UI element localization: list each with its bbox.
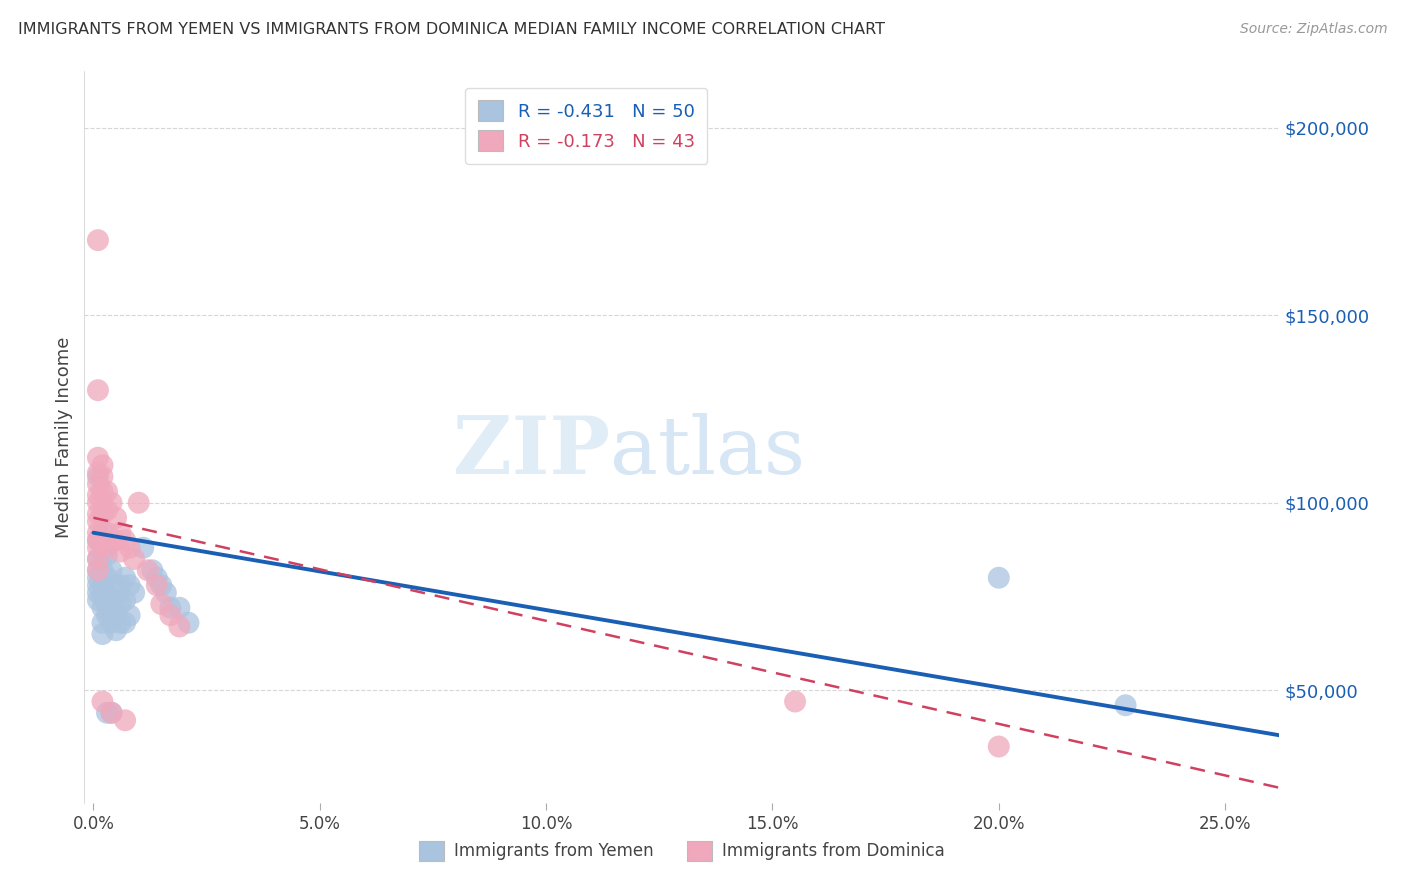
Point [87, 469, 110, 483]
Point [110, 544, 132, 558]
Point [91, 496, 114, 510]
Point [91, 484, 114, 499]
Point [105, 624, 128, 638]
Point [87, 552, 110, 566]
Text: Source: ZipAtlas.com: Source: ZipAtlas.com [1240, 22, 1388, 37]
Point [132, 541, 155, 555]
Point [100, 615, 122, 630]
Point [114, 571, 136, 585]
Point [87, 586, 110, 600]
Point [146, 578, 169, 592]
Point [1115, 698, 1137, 713]
Point [91, 533, 114, 548]
Point [987, 571, 1010, 585]
Point [177, 615, 200, 630]
Point [91, 458, 114, 473]
Point [150, 597, 173, 611]
Point [114, 615, 136, 630]
Point [87, 233, 110, 247]
Point [87, 450, 110, 465]
Text: atlas: atlas [610, 413, 806, 491]
Point [96, 706, 118, 720]
Point [105, 578, 128, 592]
Point [87, 593, 110, 607]
Text: ZIP: ZIP [453, 413, 610, 491]
Point [141, 563, 163, 577]
Point [91, 590, 114, 604]
Point [91, 694, 114, 708]
Point [110, 578, 132, 592]
Point [87, 507, 110, 521]
Point [783, 694, 806, 708]
Point [91, 627, 114, 641]
Point [96, 586, 118, 600]
Text: IMMIGRANTS FROM YEMEN VS IMMIGRANTS FROM DOMINICA MEDIAN FAMILY INCOME CORRELATI: IMMIGRANTS FROM YEMEN VS IMMIGRANTS FROM… [18, 22, 886, 37]
Point [91, 548, 114, 562]
Point [136, 563, 159, 577]
Point [159, 600, 181, 615]
Point [159, 608, 181, 623]
Point [105, 533, 128, 548]
Point [96, 571, 118, 585]
Point [110, 525, 132, 540]
Point [87, 533, 110, 548]
Point [91, 563, 114, 577]
Point [146, 571, 169, 585]
Point [114, 533, 136, 548]
Point [987, 739, 1010, 754]
Point [91, 525, 114, 540]
Point [87, 383, 110, 397]
Point [100, 600, 122, 615]
Point [169, 600, 191, 615]
Point [100, 496, 122, 510]
Point [169, 619, 191, 633]
Point [100, 706, 122, 720]
Point [155, 586, 177, 600]
Point [105, 608, 128, 623]
Point [96, 525, 118, 540]
Y-axis label: Median Family Income: Median Family Income [55, 336, 73, 538]
Point [87, 563, 110, 577]
Point [91, 600, 114, 615]
Point [87, 515, 110, 529]
Point [87, 525, 110, 540]
Point [100, 593, 122, 607]
Point [87, 496, 110, 510]
Point [150, 578, 173, 592]
Point [105, 593, 128, 607]
Point [87, 541, 110, 555]
Point [87, 477, 110, 491]
Point [110, 615, 132, 630]
Point [87, 571, 110, 585]
Point [96, 548, 118, 562]
Point [118, 578, 141, 592]
Point [118, 608, 141, 623]
Point [87, 466, 110, 480]
Point [122, 586, 145, 600]
Point [96, 484, 118, 499]
Point [87, 552, 110, 566]
Point [100, 563, 122, 577]
Point [91, 507, 114, 521]
Point [87, 488, 110, 502]
Point [87, 563, 110, 577]
Point [110, 597, 132, 611]
Point [87, 533, 110, 548]
Point [87, 578, 110, 592]
Point [96, 597, 118, 611]
Point [96, 541, 118, 555]
Point [122, 552, 145, 566]
Point [100, 706, 122, 720]
Point [114, 713, 136, 727]
Point [118, 541, 141, 555]
Point [105, 510, 128, 524]
Point [91, 615, 114, 630]
Point [91, 469, 114, 483]
Legend: Immigrants from Yemen, Immigrants from Dominica: Immigrants from Yemen, Immigrants from D… [412, 834, 952, 868]
Point [114, 593, 136, 607]
Point [91, 578, 114, 592]
Point [96, 503, 118, 517]
Point [128, 496, 150, 510]
Point [96, 608, 118, 623]
